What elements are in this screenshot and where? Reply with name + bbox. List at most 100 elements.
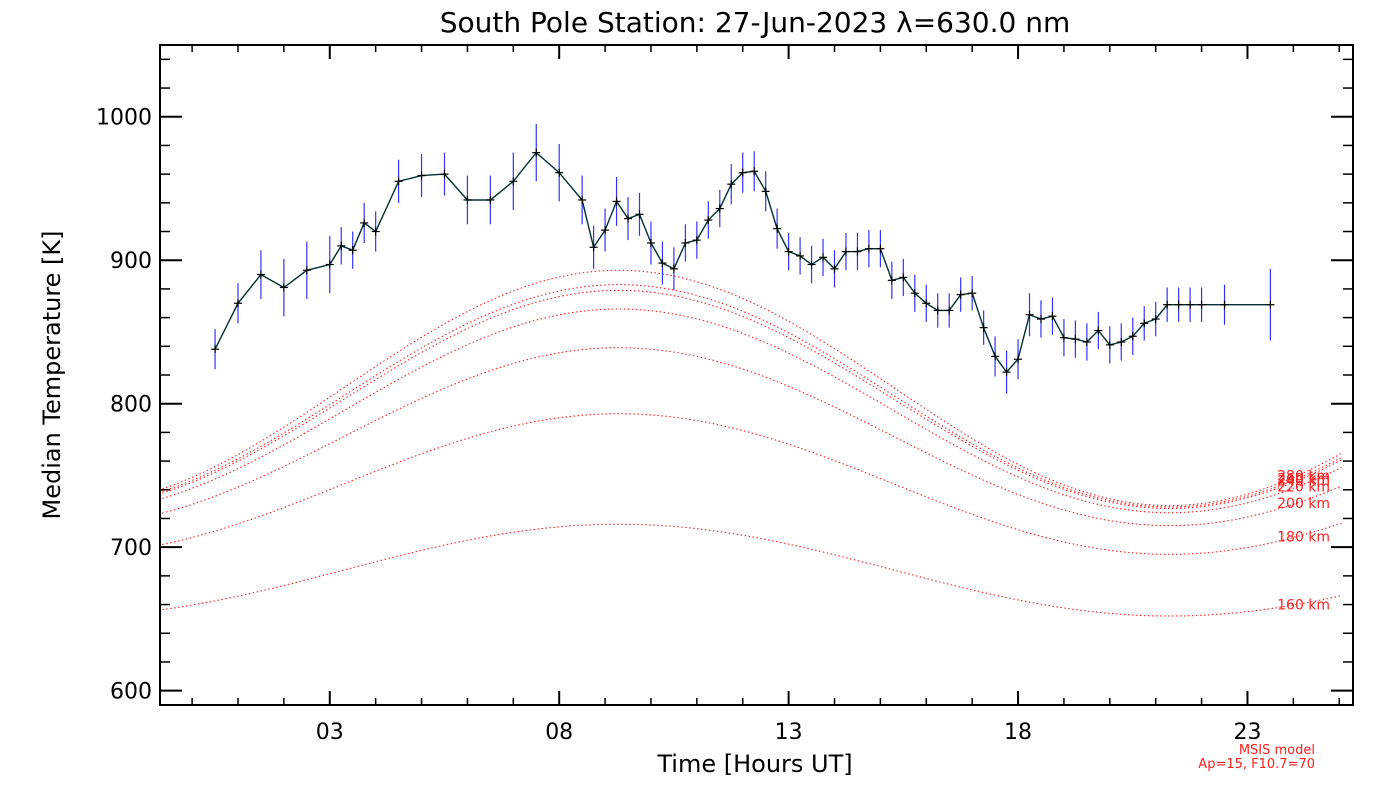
- data-point: [578, 195, 587, 204]
- model-curve: [162, 308, 1342, 514]
- data-point: [727, 180, 736, 189]
- data-point: [1197, 300, 1206, 309]
- model-curve: [162, 269, 1342, 507]
- data-point: [624, 214, 633, 223]
- data-point: [1140, 319, 1149, 328]
- data-point: [1002, 368, 1011, 377]
- model-curve-label: 160 km: [1277, 597, 1330, 613]
- x-tick-label: 23: [1233, 720, 1261, 745]
- data-point: [738, 168, 747, 177]
- data-point: [1048, 312, 1057, 321]
- data-point: [864, 244, 873, 253]
- model-curve: [162, 284, 1342, 508]
- data-point: [1036, 315, 1045, 324]
- data-point: [704, 216, 713, 225]
- model-curve: [162, 347, 1342, 527]
- data-point: [773, 224, 782, 233]
- chart-title: South Pole Station: 27-Jun-2023 λ=630.0 …: [440, 6, 1071, 39]
- data-point: [910, 289, 919, 298]
- y-tick-label: 1000: [96, 106, 152, 131]
- data-point: [1059, 333, 1068, 342]
- model-curve: [162, 523, 1342, 617]
- data-point: [830, 264, 839, 273]
- data-point: [1071, 335, 1080, 344]
- data-point: [337, 241, 346, 250]
- y-tick-label: 800: [110, 393, 152, 418]
- data-point: [853, 247, 862, 256]
- model-curve-label: 200 km: [1277, 496, 1330, 512]
- data-point: [1266, 300, 1275, 309]
- data-point: [887, 276, 896, 285]
- data-point: [589, 243, 598, 252]
- y-axis-label: Median Temperature [K]: [38, 230, 66, 519]
- data-point: [945, 306, 954, 315]
- data-point: [1174, 300, 1183, 309]
- data-point: [956, 290, 965, 299]
- y-tick-label: 900: [110, 249, 152, 274]
- data-point: [348, 246, 357, 255]
- data-point: [1163, 300, 1172, 309]
- data-point: [256, 270, 265, 279]
- data-point: [841, 247, 850, 256]
- axes: 03 08 13 18 23 600 700 800 900 1000: [96, 45, 1353, 745]
- x-tick-label: 18: [1004, 720, 1032, 745]
- data-point: [1082, 338, 1091, 346]
- model-curve: [162, 289, 1342, 509]
- data-point: [979, 323, 988, 332]
- data-point: [692, 236, 701, 245]
- data-point: [750, 167, 759, 176]
- data-point: [876, 244, 885, 253]
- plot-frame: [159, 44, 1354, 706]
- data-point: [761, 187, 770, 196]
- model-note-title: MSIS model: [1239, 743, 1315, 758]
- data-point: [1025, 310, 1034, 319]
- data-point: [1105, 340, 1114, 349]
- data-point: [234, 299, 243, 308]
- model-curve-label: 180 km: [1277, 529, 1330, 545]
- data-point: [991, 352, 1000, 361]
- y-tick-label: 600: [110, 680, 152, 705]
- data-point: [555, 168, 564, 177]
- x-axis-label: Time [Hours UT]: [656, 750, 852, 778]
- data-point: [601, 226, 610, 235]
- data-point: [922, 299, 931, 308]
- data-point: [899, 273, 908, 282]
- data-point: [933, 306, 942, 315]
- data-point: [509, 177, 518, 186]
- data-point: [612, 197, 621, 206]
- data-point: [1186, 300, 1195, 309]
- data-point: [394, 177, 403, 186]
- model-curve-label: 260 km: [1277, 471, 1330, 487]
- data-point: [486, 195, 495, 204]
- data-point: [681, 239, 690, 247]
- model-curve-label: 280 km: [1277, 468, 1330, 484]
- data-point: [669, 264, 678, 273]
- data-point: [532, 148, 541, 157]
- data-point: [1094, 326, 1103, 335]
- data-point: [715, 204, 724, 213]
- data-point: [371, 227, 380, 236]
- model-curve-label: 220 km: [1277, 480, 1330, 496]
- data-point: [211, 345, 220, 354]
- data-point: [1151, 315, 1160, 324]
- model-curve-label: 240 km: [1277, 473, 1330, 489]
- x-tick-label: 03: [316, 720, 344, 745]
- data-point: [796, 251, 805, 260]
- y-tick-label: 700: [110, 536, 152, 561]
- model-note-params: Ap=15, F10.7=70: [1198, 757, 1315, 772]
- data-point: [646, 239, 655, 247]
- data-point: [463, 195, 472, 204]
- model-curve: [162, 413, 1342, 555]
- data-point: [1128, 332, 1137, 341]
- data-point: [784, 247, 793, 256]
- data-point: [440, 170, 449, 179]
- x-tick-label: 08: [545, 720, 573, 745]
- data-point: [658, 259, 667, 268]
- data-point: [635, 210, 644, 219]
- data-point: [968, 289, 977, 298]
- data-point: [302, 266, 311, 275]
- data-point: [325, 260, 334, 269]
- data-point: [807, 260, 816, 269]
